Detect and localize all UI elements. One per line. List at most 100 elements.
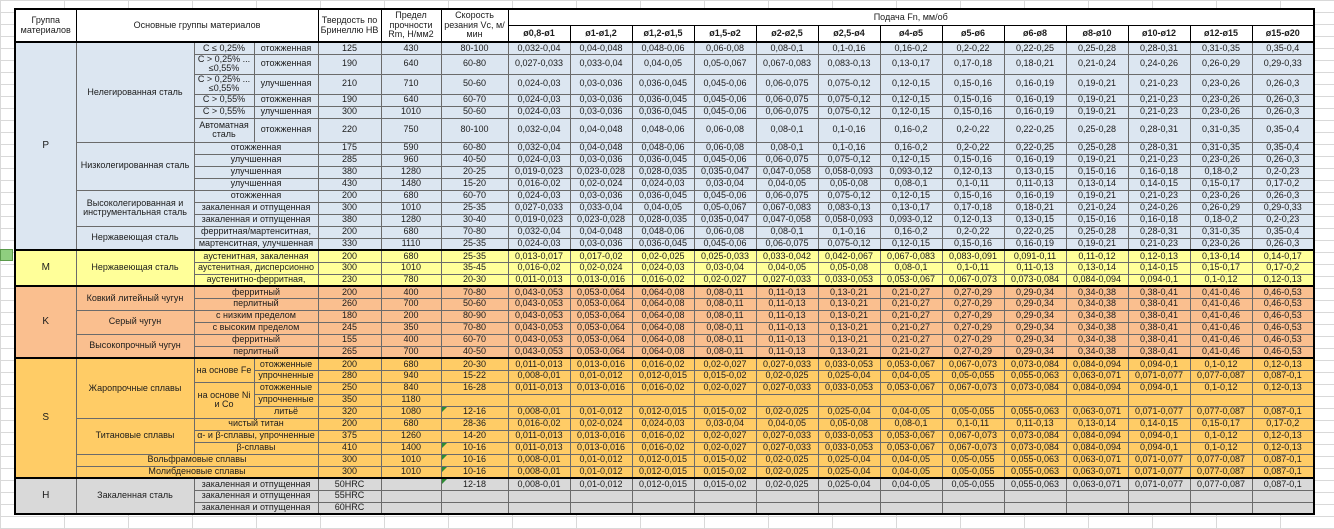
column-header-strength[interactable]: Предел прочности Rm, Н/мм2	[380, 8, 442, 43]
feed-value-cell[interactable]: 0,042-0,067	[817, 249, 881, 263]
feed-value-cell[interactable]: 0,011-0,013	[507, 381, 571, 395]
feed-column-header[interactable]: ø0,8-ø1	[507, 24, 571, 43]
feed-value-cell[interactable]: 0,075-0,12	[817, 189, 881, 203]
feed-value-cell[interactable]: 0,053-0,064	[569, 297, 633, 311]
cutting-speed-cell[interactable]: 20-25	[440, 165, 509, 179]
feed-value-cell[interactable]: 0,03-0,036	[569, 189, 633, 203]
feed-value-cell[interactable]: 0,053-0,064	[569, 309, 633, 323]
strength-cell[interactable]: 1280	[380, 213, 442, 227]
cutting-speed-cell[interactable]: 10-16	[440, 441, 509, 455]
feed-value-cell[interactable]: 0,21-0,27	[879, 285, 943, 299]
feed-value-cell[interactable]: 0,26-0,3	[1251, 237, 1315, 251]
feed-value-cell[interactable]: 0,05-0,055	[941, 465, 1005, 479]
feed-value-cell[interactable]: 0,16-0,2	[879, 141, 943, 155]
feed-value-cell[interactable]: 0,29-0,34	[1003, 285, 1067, 299]
feed-value-cell[interactable]: 0,084-0,094	[1065, 381, 1129, 395]
feed-value-cell[interactable]: 0,15-0,17	[1189, 261, 1253, 275]
feed-value-cell[interactable]: 0,02-0,027	[693, 357, 757, 371]
feed-value-cell[interactable]	[631, 501, 695, 515]
feed-value-cell[interactable]: 0,084-0,094	[1065, 441, 1129, 455]
feed-value-cell[interactable]: 0,22-0,25	[1003, 225, 1067, 239]
feed-value-cell[interactable]	[879, 501, 943, 515]
strength-cell[interactable]: 780	[380, 273, 442, 287]
feed-value-cell[interactable]: 0,31-0,35	[1189, 41, 1253, 55]
feed-value-cell[interactable]: 0,12-0,15	[879, 153, 943, 167]
material-cell[interactable]: Низколегированная сталь	[75, 141, 195, 191]
feed-value-cell[interactable]: 0,19-0,21	[1065, 189, 1129, 203]
cutting-speed-cell[interactable]: 40-50	[440, 345, 509, 359]
feed-value-cell[interactable]: 0,41-0,46	[1189, 309, 1253, 323]
feed-value-cell[interactable]: 0,015-0,02	[693, 453, 757, 467]
feed-value-cell[interactable]: 0,1-0,12	[1189, 441, 1253, 455]
feed-value-cell[interactable]: 0,087-0,1	[1251, 477, 1315, 491]
feed-value-cell[interactable]: 0,16-0,19	[1003, 93, 1067, 107]
strength-cell[interactable]: 1010	[380, 105, 442, 119]
feed-value-cell[interactable]: 0,064-0,08	[631, 333, 695, 347]
cutting-speed-cell[interactable]: 20-30	[440, 273, 509, 287]
feed-value-cell[interactable]: 0,34-0,38	[1065, 297, 1129, 311]
strength-cell[interactable]: 680	[380, 225, 442, 239]
feed-value-cell[interactable]: 0,075-0,12	[817, 237, 881, 251]
feed-value-cell[interactable]: 0,08-0,1	[879, 417, 943, 431]
feed-value-cell[interactable]: 0,048-0,06	[631, 225, 695, 239]
feed-value-cell[interactable]: 0,08-0,1	[879, 177, 943, 191]
feed-value-cell[interactable]: 0,025-0,04	[817, 453, 881, 467]
feed-value-cell[interactable]: 0,045-0,06	[693, 93, 757, 107]
cutting-speed-cell[interactable]: 10-16	[440, 465, 509, 479]
feed-value-cell[interactable]: 0,14-0,17	[1251, 249, 1315, 263]
feed-value-cell[interactable]: 0,25-0,28	[1065, 41, 1129, 55]
material-cell[interactable]: чистый титан	[193, 417, 319, 431]
feed-value-cell[interactable]: 0,08-0,1	[755, 225, 819, 239]
feed-value-cell[interactable]: 0,093-0,12	[879, 165, 943, 179]
strength-cell[interactable]: 960	[380, 153, 442, 167]
material-cell[interactable]: Нержавеющая сталь	[75, 249, 195, 287]
hardness-cell[interactable]: 300	[317, 105, 382, 119]
strength-cell[interactable]: 1480	[380, 177, 442, 191]
feed-value-cell[interactable]: 0,11-0,13	[755, 297, 819, 311]
strength-cell[interactable]	[380, 501, 442, 515]
feed-value-cell[interactable]: 0,013-0,017	[507, 249, 571, 263]
feed-value-cell[interactable]: 0,036-0,045	[631, 153, 695, 167]
feed-value-cell[interactable]	[879, 393, 943, 407]
feed-value-cell[interactable]: 0,02-0,025	[755, 465, 819, 479]
feed-value-cell[interactable]: 0,21-0,23	[1127, 153, 1191, 167]
feed-value-cell[interactable]: 0,21-0,27	[879, 321, 943, 335]
feed-value-cell[interactable]: 0,094-0,1	[1127, 357, 1191, 371]
feed-value-cell[interactable]: 0,01-0,012	[569, 453, 633, 467]
feed-column-header[interactable]: ø8-ø10	[1065, 24, 1129, 43]
feed-value-cell[interactable]: 0,055-0,063	[1003, 453, 1067, 467]
feed-value-cell[interactable]: 0,04-0,05	[879, 369, 943, 383]
feed-value-cell[interactable]: 0,02-0,024	[569, 417, 633, 431]
material-cell[interactable]: ферритный	[193, 285, 319, 299]
feed-value-cell[interactable]: 0,04-0,048	[569, 117, 633, 143]
feed-value-cell[interactable]: 0,38-0,41	[1127, 297, 1191, 311]
material-cell[interactable]: с низким пределом	[193, 309, 319, 323]
feed-value-cell[interactable]: 0,073-0,084	[1003, 273, 1067, 287]
feed-column-header[interactable]: ø1-ø1,2	[569, 24, 633, 43]
strength-cell[interactable]: 680	[380, 357, 442, 371]
feed-value-cell[interactable]: 0,19-0,21	[1065, 105, 1129, 119]
material-cell[interactable]: улучшенная	[193, 177, 319, 191]
feed-value-cell[interactable]: 0,016-0,02	[631, 273, 695, 287]
feed-value-cell[interactable]	[1251, 489, 1315, 503]
feed-value-cell[interactable]: 0,31-0,35	[1189, 225, 1253, 239]
feed-value-cell[interactable]: 0,35-0,4	[1251, 41, 1315, 55]
feed-value-cell[interactable]: 0,34-0,38	[1065, 345, 1129, 359]
strength-cell[interactable]: 640	[380, 53, 442, 75]
feed-value-cell[interactable]	[1189, 501, 1253, 515]
feed-value-cell[interactable]: 0,13-0,21	[817, 285, 881, 299]
feed-value-cell[interactable]: 0,16-0,2	[879, 41, 943, 55]
cutting-speed-cell[interactable]: 70-80	[440, 225, 509, 239]
feed-value-cell[interactable]: 0,08-0,1	[755, 117, 819, 143]
feed-value-cell[interactable]: 0,15-0,16	[941, 189, 1005, 203]
feed-value-cell[interactable]: 0,087-0,1	[1251, 453, 1315, 467]
feed-value-cell[interactable]: 0,015-0,02	[693, 477, 757, 491]
strength-cell[interactable]: 680	[380, 249, 442, 263]
feed-value-cell[interactable]: 0,1-0,12	[1189, 357, 1253, 371]
feed-value-cell[interactable]: 0,01-0,012	[569, 405, 633, 419]
feed-value-cell[interactable]: 0,043-0,053	[507, 333, 571, 347]
feed-value-cell[interactable]: 0,016-0,02	[631, 381, 695, 395]
feed-value-cell[interactable]: 0,16-0,18	[1127, 213, 1191, 227]
material-cell[interactable]: перлитный	[193, 345, 319, 359]
material-cell[interactable]: Нелегированная сталь	[75, 41, 195, 143]
